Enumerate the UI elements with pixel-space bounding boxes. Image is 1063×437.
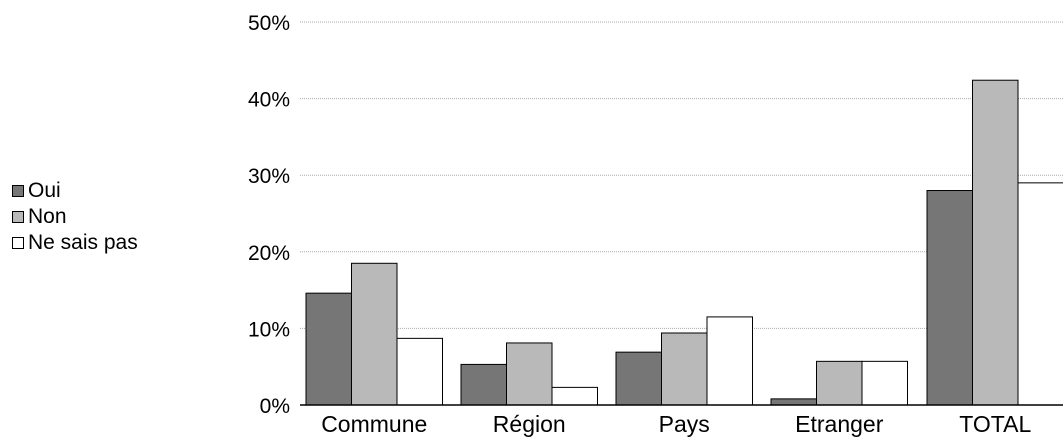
legend-item-non: Non <box>12 204 138 230</box>
bar-région-non <box>506 342 553 406</box>
y-tick-label: 10% <box>248 318 290 341</box>
legend-label-oui: Oui <box>28 179 61 202</box>
x-axis-labels: Commune Région Pays Etranger TOTAL <box>321 411 1031 437</box>
x-tick-label: Etranger <box>795 411 884 437</box>
y-tick-label: 30% <box>248 165 290 188</box>
x-tick-label: Pays <box>659 411 710 437</box>
legend-swatch-oui <box>12 185 24 197</box>
bar-pays-non <box>661 332 708 406</box>
legend-label-non: Non <box>28 205 67 228</box>
y-tick-label: 50% <box>248 12 290 35</box>
legend-item-ne-sais-pas: Ne sais pas <box>12 230 138 256</box>
bar-commune-ne-sais-pas <box>396 337 443 406</box>
bar-etranger-ne-sais-pas <box>861 360 908 406</box>
legend: Oui Non Ne sais pas <box>12 178 138 256</box>
bar-région-oui <box>460 363 507 406</box>
bar-pays-oui <box>615 351 662 406</box>
y-tick-label: 40% <box>248 89 290 112</box>
legend-swatch-ne-sais-pas <box>12 237 24 249</box>
bar-commune-oui <box>305 292 352 406</box>
y-axis-ticks: 0% 10% 20% 30% 40% 50% <box>248 12 290 418</box>
legend-label-ne-sais-pas: Ne sais pas <box>28 231 138 254</box>
bar-etranger-oui <box>770 398 817 406</box>
bars <box>305 79 1063 406</box>
bar-total-oui <box>926 190 973 406</box>
y-tick-label: 0% <box>260 395 290 418</box>
legend-swatch-non <box>12 211 24 223</box>
bar-etranger-non <box>816 360 863 406</box>
bar-total-ne-sais-pas <box>1017 182 1063 406</box>
x-tick-label: TOTAL <box>959 411 1031 437</box>
bar-total-non <box>972 79 1019 406</box>
x-tick-label: Région <box>493 411 566 437</box>
x-tick-label: Commune <box>321 411 427 437</box>
legend-item-oui: Oui <box>12 178 138 204</box>
bar-commune-non <box>351 262 398 406</box>
y-tick-label: 20% <box>248 242 290 265</box>
bar-pays-ne-sais-pas <box>706 316 753 406</box>
bar-région-ne-sais-pas <box>551 386 598 406</box>
